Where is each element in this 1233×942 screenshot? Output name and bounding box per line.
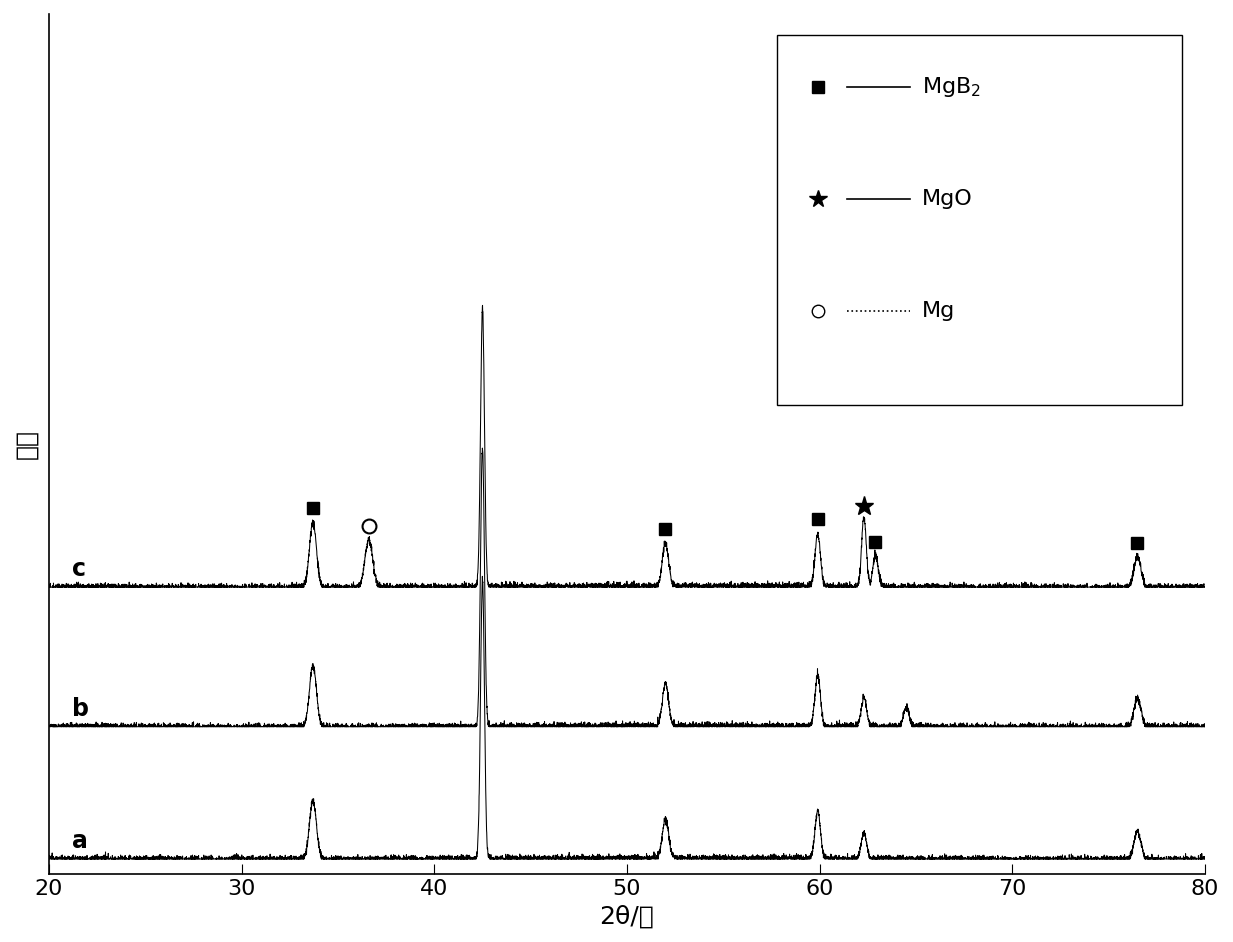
Text: b: b — [72, 697, 89, 721]
Text: a: a — [72, 829, 88, 853]
Text: MgO: MgO — [922, 188, 973, 209]
FancyBboxPatch shape — [777, 36, 1181, 405]
Text: Mg: Mg — [922, 300, 956, 320]
Text: MgB$_2$: MgB$_2$ — [922, 75, 980, 99]
X-axis label: 2θ/度: 2θ/度 — [599, 904, 655, 928]
Y-axis label: 强度: 强度 — [14, 429, 38, 459]
Text: c: c — [72, 558, 86, 581]
